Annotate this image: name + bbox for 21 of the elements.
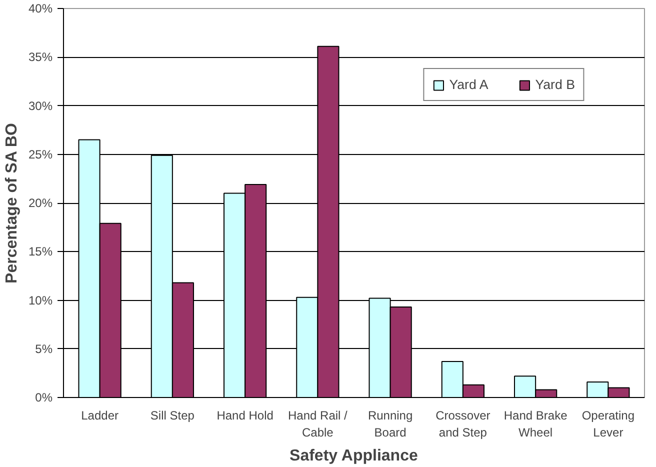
x-axis-title: Safety Appliance <box>290 447 418 464</box>
y-axis-title: Percentage of SA BO <box>3 123 20 284</box>
y-tick-label: 25% <box>28 147 53 162</box>
y-tick-label: 20% <box>28 196 53 210</box>
x-tick-label: Sill Step <box>150 408 195 422</box>
x-tick-label: Running Board <box>368 408 413 440</box>
x-tick-label: Hand Brake Wheel <box>504 408 568 440</box>
y-tick-label: 5% <box>35 342 53 356</box>
y-tick-label: 0% <box>35 390 53 404</box>
y-tick-label: 30% <box>28 98 53 113</box>
legend-label: Yard A <box>449 77 488 92</box>
y-tick-label: 35% <box>28 50 53 64</box>
y-tick-label: 10% <box>28 293 53 308</box>
legend-label: Yard B <box>535 77 575 92</box>
x-tick-label: Operating Lever <box>582 408 635 440</box>
x-tick-label: Hand Rail / Cable <box>288 408 348 440</box>
x-tick-label: Crossover and Step <box>436 408 490 440</box>
y-tick-label: 15% <box>28 244 53 259</box>
x-tick-label: Hand Hold <box>216 408 274 422</box>
y-tick-label: 40% <box>28 2 53 16</box>
x-tick-label: Ladder <box>81 408 119 422</box>
